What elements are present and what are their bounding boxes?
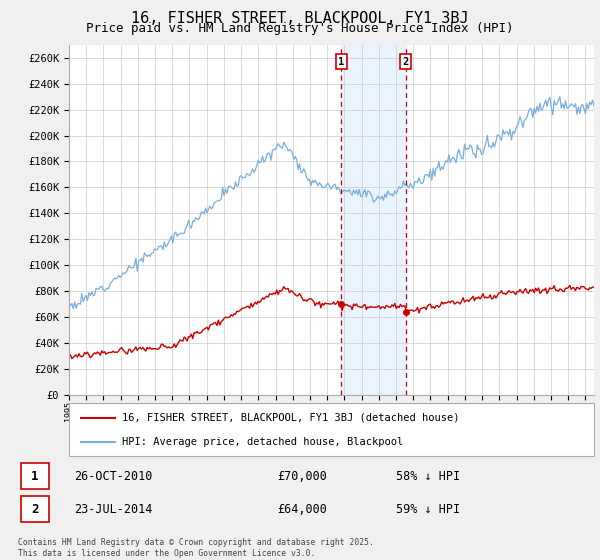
FancyBboxPatch shape <box>21 464 49 489</box>
Text: 1: 1 <box>338 57 344 67</box>
Text: 2: 2 <box>31 503 38 516</box>
Bar <box>341 45 406 395</box>
Text: HPI: Average price, detached house, Blackpool: HPI: Average price, detached house, Blac… <box>121 437 403 447</box>
Text: 1: 1 <box>31 470 38 483</box>
Text: £64,000: £64,000 <box>277 503 328 516</box>
Text: 59% ↓ HPI: 59% ↓ HPI <box>396 503 460 516</box>
Text: 16, FISHER STREET, BLACKPOOL, FY1 3BJ: 16, FISHER STREET, BLACKPOOL, FY1 3BJ <box>131 11 469 26</box>
Text: Contains HM Land Registry data © Crown copyright and database right 2025.
This d: Contains HM Land Registry data © Crown c… <box>18 538 374 558</box>
FancyBboxPatch shape <box>21 496 49 522</box>
Text: 23-JUL-2014: 23-JUL-2014 <box>74 503 153 516</box>
FancyBboxPatch shape <box>69 403 594 456</box>
Text: 2: 2 <box>403 57 409 67</box>
Text: 16, FISHER STREET, BLACKPOOL, FY1 3BJ (detached house): 16, FISHER STREET, BLACKPOOL, FY1 3BJ (d… <box>121 413 459 423</box>
Text: £70,000: £70,000 <box>277 470 328 483</box>
Text: 58% ↓ HPI: 58% ↓ HPI <box>396 470 460 483</box>
Text: Price paid vs. HM Land Registry's House Price Index (HPI): Price paid vs. HM Land Registry's House … <box>86 22 514 35</box>
Text: 26-OCT-2010: 26-OCT-2010 <box>74 470 153 483</box>
